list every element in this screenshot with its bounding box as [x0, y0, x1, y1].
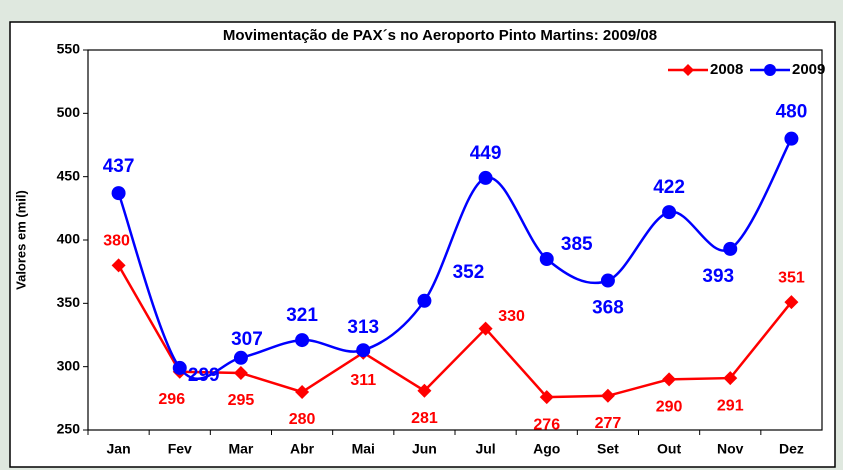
x-tick-label: Abr — [290, 441, 315, 457]
x-tick-label: Jan — [107, 441, 131, 457]
data-label: 351 — [778, 269, 805, 286]
data-label: 330 — [498, 308, 525, 325]
legend-label: 2008 — [710, 61, 743, 78]
marker — [784, 295, 799, 310]
x-tick-label: Dez — [779, 441, 804, 457]
legend-marker — [682, 64, 694, 76]
data-label: 307 — [231, 329, 263, 350]
y-tick-label: 450 — [57, 167, 81, 183]
x-tick-label: Set — [597, 441, 619, 457]
x-tick-label: Out — [657, 441, 681, 457]
data-label: 393 — [702, 266, 734, 287]
marker — [662, 372, 677, 387]
data-label: 280 — [289, 411, 316, 428]
series-line — [117, 138, 793, 380]
x-tick-label: Mai — [352, 441, 375, 457]
marker — [172, 360, 187, 375]
data-label: 296 — [158, 391, 185, 408]
data-label: 449 — [470, 143, 502, 164]
marker — [723, 241, 738, 256]
marker — [539, 390, 554, 405]
data-label: 313 — [347, 317, 379, 338]
data-label: 380 — [103, 233, 130, 250]
y-tick-label: 250 — [57, 421, 81, 437]
series-line — [117, 264, 793, 399]
marker — [784, 131, 799, 146]
x-tick-label: Jul — [475, 441, 495, 457]
chart-title: Movimentação de PAX´s no Aeroporto Pinto… — [223, 27, 657, 44]
x-tick-label: Jun — [412, 441, 437, 457]
data-label: 277 — [595, 415, 622, 432]
data-label: 385 — [561, 234, 593, 255]
x-tick-label: Nov — [717, 441, 744, 457]
data-label: 290 — [656, 399, 683, 416]
data-label: 281 — [411, 410, 438, 427]
marker — [600, 273, 615, 288]
y-tick-label: 550 — [57, 41, 81, 57]
y-tick-label: 400 — [57, 231, 81, 247]
data-label: 352 — [453, 262, 485, 283]
marker — [662, 205, 677, 220]
y-tick-label: 500 — [57, 104, 81, 120]
data-label: 295 — [228, 392, 255, 409]
y-tick-label: 350 — [57, 294, 81, 310]
data-label: 321 — [286, 305, 318, 326]
data-label: 299 — [188, 365, 220, 386]
y-axis-label: Valores em (mil) — [13, 190, 28, 290]
data-label: 437 — [103, 156, 135, 177]
marker — [417, 293, 432, 308]
data-label: 422 — [653, 177, 685, 198]
data-label: 480 — [776, 102, 808, 123]
x-tick-label: Ago — [533, 441, 560, 457]
x-tick-label: Mar — [228, 441, 253, 457]
marker — [111, 258, 126, 273]
marker — [539, 252, 554, 266]
marker — [295, 385, 310, 399]
x-tick-label: Fev — [168, 441, 192, 457]
data-label: 291 — [717, 397, 744, 414]
y-tick-label: 300 — [57, 357, 81, 373]
marker — [723, 371, 738, 386]
data-label: 311 — [350, 372, 376, 389]
marker — [417, 383, 432, 398]
legend-label: 2009 — [792, 61, 825, 78]
data-label: 368 — [592, 298, 624, 319]
marker — [233, 350, 248, 365]
marker — [295, 333, 310, 348]
marker — [478, 321, 493, 336]
marker — [233, 366, 248, 380]
legend-marker — [764, 64, 776, 76]
data-label: 276 — [533, 416, 560, 433]
marker — [478, 170, 493, 185]
marker — [600, 388, 615, 403]
marker — [356, 343, 371, 358]
marker — [111, 186, 126, 201]
